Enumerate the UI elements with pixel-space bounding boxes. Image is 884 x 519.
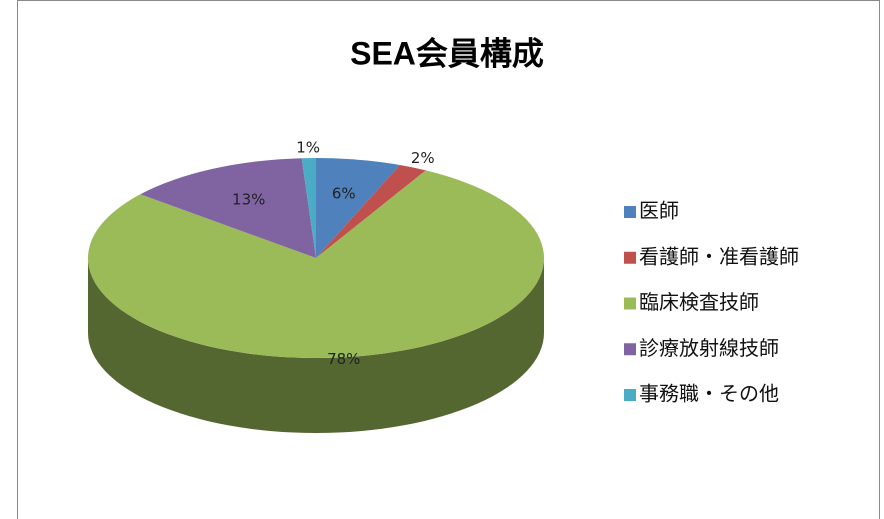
legend-label: 看護師・准看護師	[639, 244, 799, 268]
legend-swatch	[624, 297, 636, 310]
data-label: 78%	[327, 350, 360, 368]
slice	[140, 158, 316, 258]
legend-swatch	[624, 343, 636, 356]
legend-label: 臨床検査技師	[639, 290, 759, 314]
legend-swatch	[624, 206, 636, 218]
data-label: 1%	[296, 139, 320, 157]
slice-side	[88, 258, 544, 433]
legend-swatch	[624, 251, 636, 264]
data-label: 6%	[332, 185, 356, 203]
slice	[301, 158, 316, 258]
data-label: 2%	[411, 149, 435, 167]
legend-swatch	[624, 389, 636, 401]
data-label: 13%	[232, 191, 265, 209]
legend-label: 医師	[639, 199, 679, 223]
chart-title: SEA会員構成	[350, 35, 544, 71]
slice	[87, 170, 545, 358]
slice	[316, 165, 426, 258]
legend-label: 診療放射線技師	[639, 336, 779, 360]
legend-label: 事務職・その他	[639, 382, 779, 406]
slice	[316, 158, 400, 258]
